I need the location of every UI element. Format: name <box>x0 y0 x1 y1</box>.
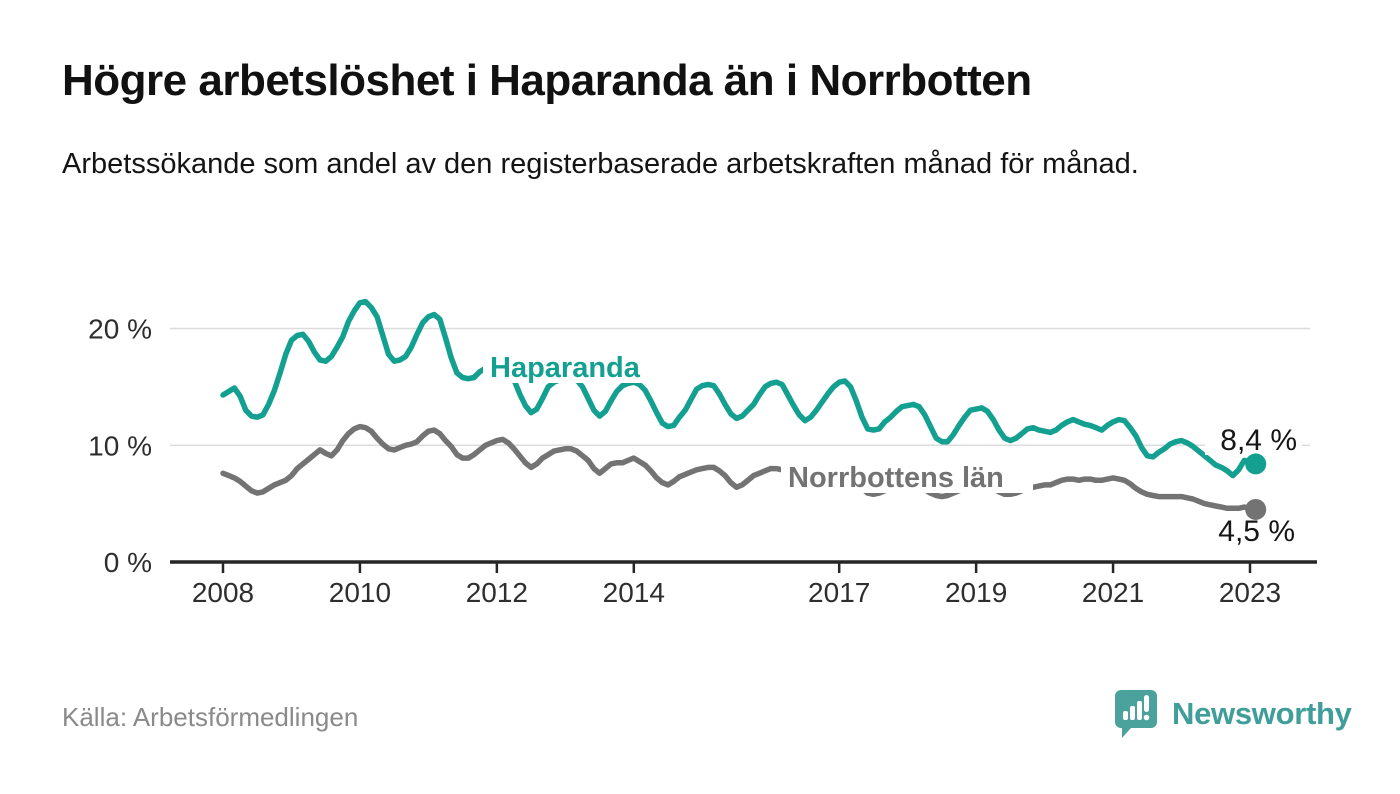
y-axis-label-10: 10 % <box>88 430 152 461</box>
series-label-bg-1 <box>781 462 1033 493</box>
series-label-bg-0 <box>483 352 656 383</box>
x-axis-label-2019: 2019 <box>945 577 1007 608</box>
newsworthy-logo: Newsworthy <box>1113 686 1352 742</box>
end-value-label-bg-0 <box>1205 424 1302 455</box>
series-label-0: Haparanda <box>490 352 641 384</box>
end-dot-1 <box>1245 498 1267 520</box>
page-subtitle: Arbetssökande som andel av den registerb… <box>62 148 1139 180</box>
x-axis-label-2008: 2008 <box>192 577 254 608</box>
logo-bar-3 <box>1137 701 1142 720</box>
end-value-label-0: 8,4 % <box>1220 424 1297 457</box>
x-axis-label-2014: 2014 <box>603 577 665 608</box>
series-label-1: Norrbottens län <box>788 462 1004 494</box>
logo-bubble-shape <box>1115 690 1157 738</box>
series-line-1 <box>220 423 1259 513</box>
y-axis-label-0: 0 % <box>104 547 152 578</box>
logo-bar-1 <box>1123 711 1128 720</box>
page-title: Högre arbetslöshet i Haparanda än i Norr… <box>62 56 1032 105</box>
source-note: Källa: Arbetsförmedlingen <box>62 702 359 732</box>
x-axis-label-2010: 2010 <box>329 577 391 608</box>
logo-exclamation-dot <box>1143 714 1150 721</box>
newsworthy-logo-icon <box>1115 690 1157 738</box>
series-line-0 <box>220 298 1259 479</box>
newsworthy-logo-text: Newsworthy <box>1172 696 1352 731</box>
logo-exclamation-bar <box>1144 695 1149 712</box>
end-dot-0 <box>1245 453 1267 475</box>
x-axis-label-2012: 2012 <box>466 577 528 608</box>
x-axis-label-2017: 2017 <box>808 577 870 608</box>
logo-bar-2 <box>1130 706 1135 720</box>
end-value-label-1: 4,5 % <box>1218 515 1295 548</box>
x-axis-label-2021: 2021 <box>1082 577 1144 608</box>
x-axis-label-2023: 2023 <box>1219 577 1281 608</box>
y-axis-label-20: 20 % <box>88 314 152 345</box>
end-value-label-bg-1 <box>1203 515 1300 546</box>
